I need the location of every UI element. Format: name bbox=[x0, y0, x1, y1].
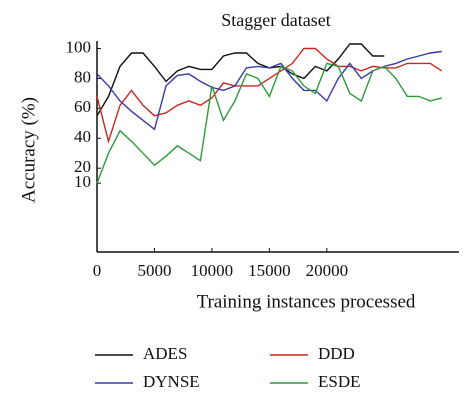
y-tick-label: 40 bbox=[74, 127, 91, 146]
y-tick-label: 10 bbox=[74, 172, 91, 191]
x-tick-label: 5000 bbox=[137, 261, 171, 280]
y-tick-label: 20 bbox=[74, 157, 91, 176]
y-tick-label: 80 bbox=[74, 67, 91, 86]
y-axis-label: Accuracy (%) bbox=[18, 97, 39, 203]
legend-label: DYNSE bbox=[143, 372, 200, 391]
x-tick-label: 15000 bbox=[248, 261, 291, 280]
y-tick-label: 100 bbox=[66, 37, 92, 56]
legend-label: DDD bbox=[318, 344, 355, 363]
series-line bbox=[96, 50, 442, 131]
series-line bbox=[96, 47, 443, 144]
legend-label: ESDE bbox=[318, 372, 361, 391]
chart-title: Stagger dataset bbox=[221, 10, 330, 30]
x-tick-label: 0 bbox=[93, 261, 102, 280]
x-tick-label: 20000 bbox=[306, 261, 349, 280]
x-axis-label: Training instances processed bbox=[197, 291, 416, 312]
legend-label: ADES bbox=[143, 344, 187, 363]
x-tick-label: 10000 bbox=[191, 261, 234, 280]
series-line bbox=[96, 43, 385, 117]
y-tick-label: 60 bbox=[74, 97, 91, 116]
series-line bbox=[96, 62, 442, 184]
